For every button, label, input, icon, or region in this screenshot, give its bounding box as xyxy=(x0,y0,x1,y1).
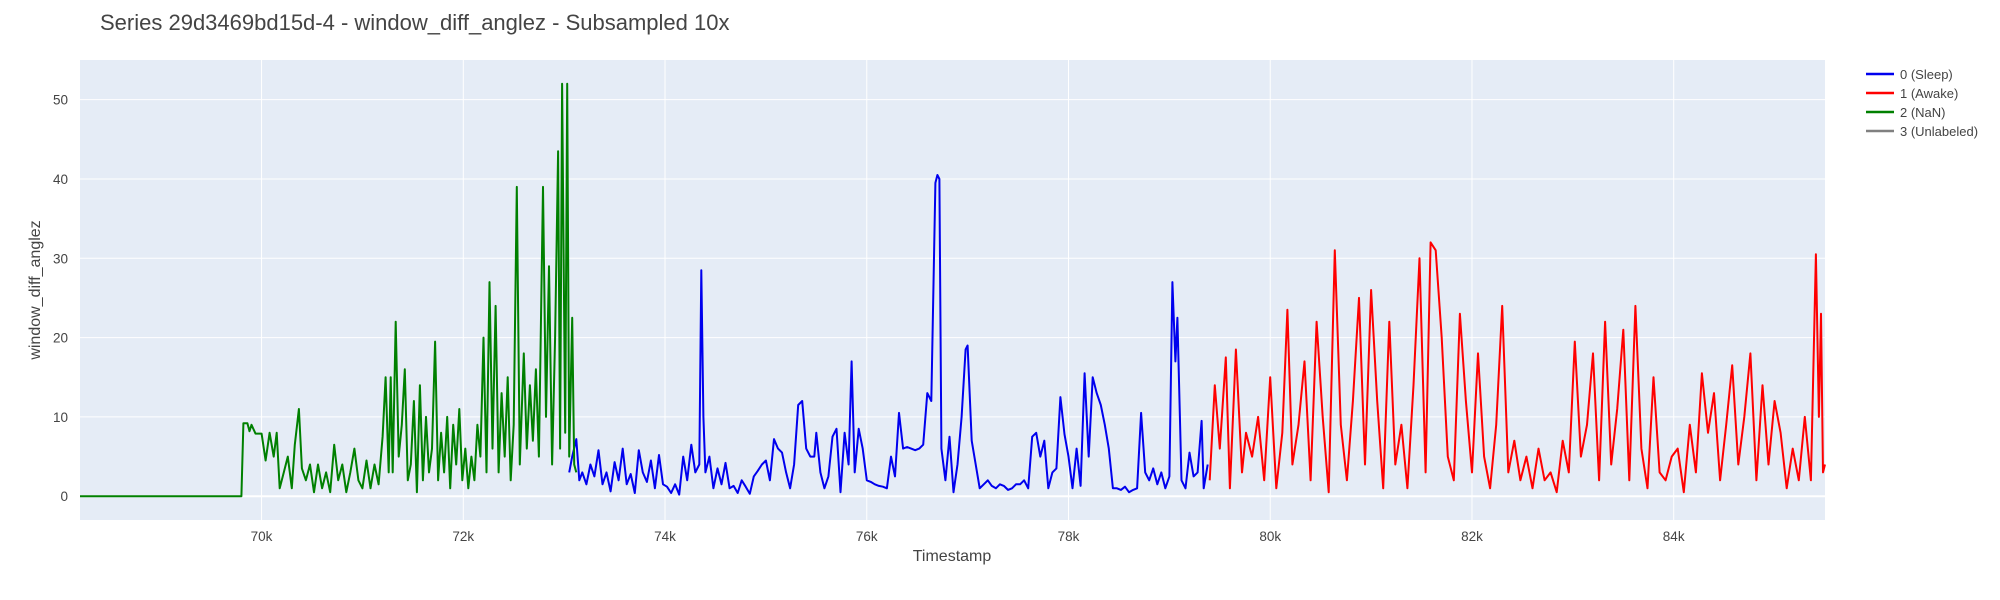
legend[interactable]: 0 (Sleep) 1 (Awake) 2 (NaN) 3 (Unlabeled) xyxy=(1866,67,1978,139)
x-tick-label: 84k xyxy=(1663,529,1685,544)
x-tick-label: 80k xyxy=(1259,529,1281,544)
legend-item[interactable]: 0 (Sleep) xyxy=(1866,67,1953,82)
y-axis-ticks: 0 10 20 30 40 50 xyxy=(53,93,68,505)
series-line-2 xyxy=(80,82,578,498)
legend-label: 3 (Unlabeled) xyxy=(1900,124,1978,139)
x-tick-label: 78k xyxy=(1058,529,1080,544)
legend-label: 0 (Sleep) xyxy=(1900,67,1953,82)
y-tick-label: 10 xyxy=(53,410,68,425)
legend-item[interactable]: 2 (NaN) xyxy=(1866,105,1946,120)
x-tick-label: 70k xyxy=(251,529,273,544)
y-tick-label: 50 xyxy=(53,93,68,108)
x-tick-label: 76k xyxy=(856,529,878,544)
y-tick-label: 40 xyxy=(53,172,68,187)
legend-item[interactable]: 3 (Unlabeled) xyxy=(1866,124,1978,139)
legend-label: 1 (Awake) xyxy=(1900,86,1958,101)
y-axis-title: window_diff_anglez xyxy=(27,220,44,360)
series-lines xyxy=(80,82,1826,498)
x-axis-ticks: 70k 72k 74k 76k 78k 80k 82k 84k xyxy=(251,529,1685,544)
chart-title: Series 29d3469bd15d-4 - window_diff_angl… xyxy=(100,10,729,35)
x-tick-label: 72k xyxy=(452,529,474,544)
x-tick-label: 74k xyxy=(654,529,676,544)
series-line-0 xyxy=(568,174,1209,496)
grid xyxy=(80,60,1825,520)
x-axis-title: Timestamp xyxy=(913,548,992,565)
legend-label: 2 (NaN) xyxy=(1900,105,1946,120)
y-tick-label: 20 xyxy=(53,331,68,346)
y-tick-label: 30 xyxy=(53,251,68,266)
series-line-1 xyxy=(1208,241,1826,494)
y-tick-label: 0 xyxy=(60,489,68,504)
x-tick-label: 82k xyxy=(1461,529,1483,544)
legend-item[interactable]: 1 (Awake) xyxy=(1866,86,1958,101)
plot-area xyxy=(80,60,1825,520)
